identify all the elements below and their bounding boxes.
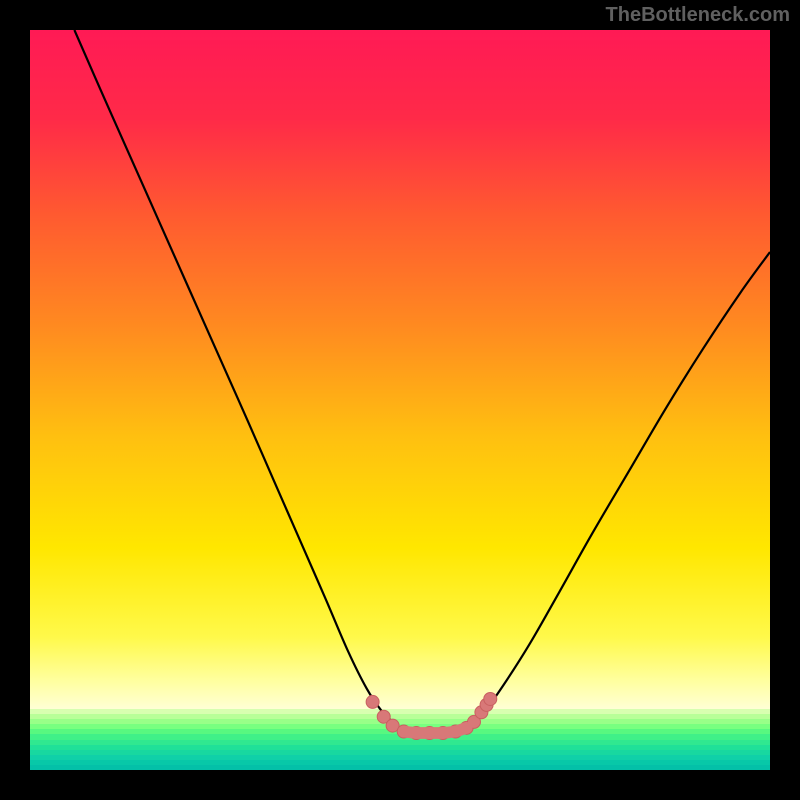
bottom-marker-line (404, 728, 467, 733)
curve-right (474, 252, 770, 722)
chart-plot-area (30, 30, 770, 770)
curve-left (74, 30, 392, 722)
chart-svg-overlay (30, 30, 770, 770)
watermark-text: TheBottleneck.com (606, 4, 790, 27)
bottom-marker (366, 695, 379, 708)
bottom-marker (484, 692, 497, 705)
